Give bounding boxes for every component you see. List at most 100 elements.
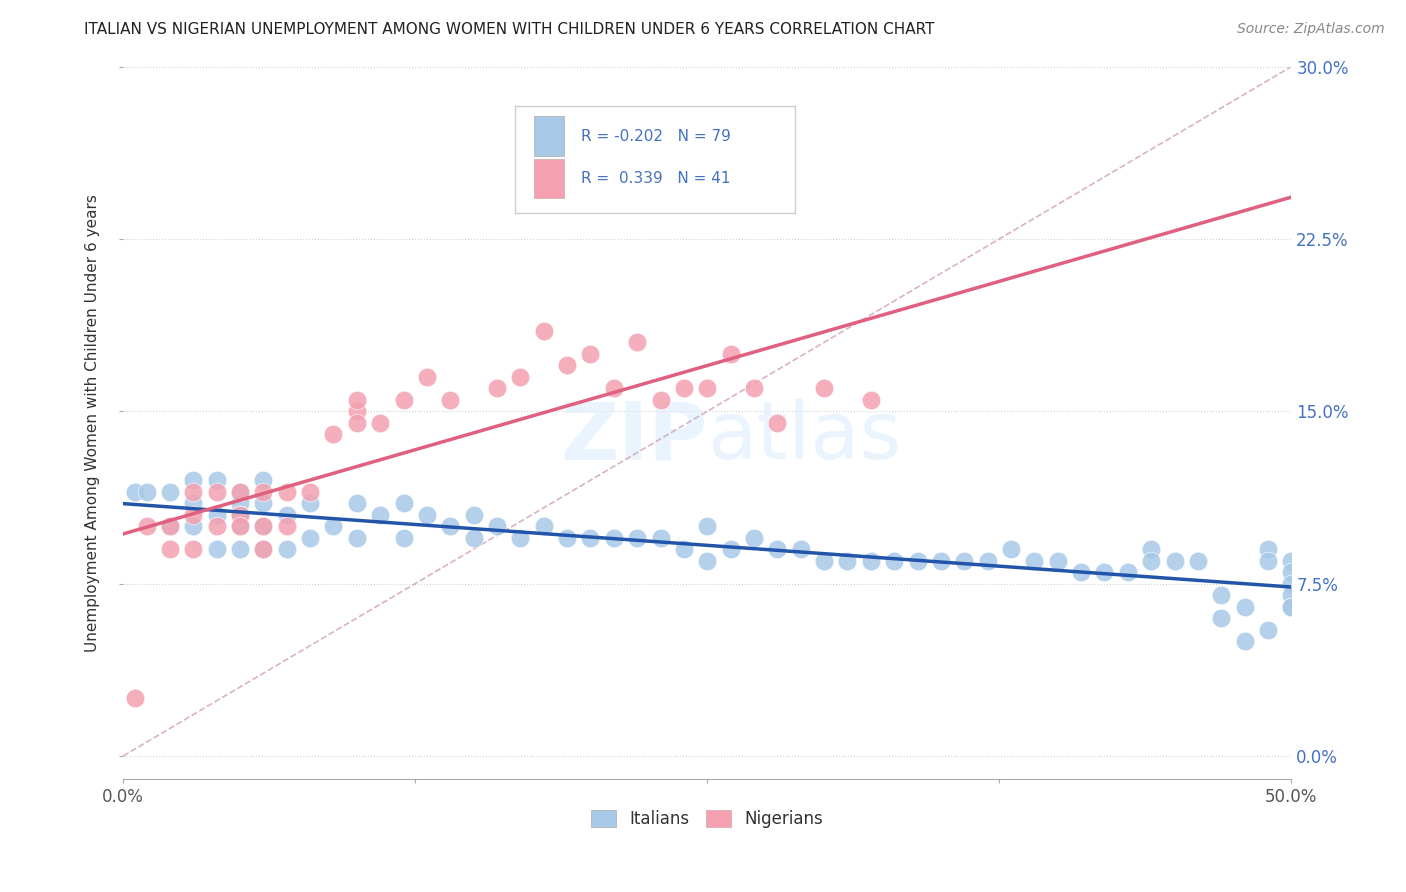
Point bbox=[276, 519, 298, 533]
Point bbox=[509, 369, 531, 384]
Point bbox=[1094, 565, 1116, 579]
Point bbox=[252, 484, 274, 499]
Point bbox=[252, 473, 274, 487]
Point bbox=[485, 519, 508, 533]
Point bbox=[696, 381, 718, 395]
Point bbox=[790, 542, 813, 557]
Point bbox=[766, 542, 789, 557]
Point bbox=[252, 496, 274, 510]
Point bbox=[813, 554, 835, 568]
Point bbox=[509, 531, 531, 545]
Point bbox=[463, 531, 485, 545]
Point bbox=[1279, 565, 1302, 579]
Text: R = -0.202   N = 79: R = -0.202 N = 79 bbox=[581, 128, 731, 144]
Text: Source: ZipAtlas.com: Source: ZipAtlas.com bbox=[1237, 22, 1385, 37]
Point bbox=[205, 473, 228, 487]
Point bbox=[252, 519, 274, 533]
Point bbox=[533, 519, 555, 533]
Point bbox=[252, 519, 274, 533]
Point bbox=[1279, 576, 1302, 591]
Point bbox=[181, 508, 204, 522]
Point bbox=[579, 531, 602, 545]
Point bbox=[1233, 634, 1256, 648]
Point bbox=[346, 496, 368, 510]
Point bbox=[322, 427, 344, 442]
Point bbox=[1140, 542, 1163, 557]
Point bbox=[368, 508, 391, 522]
Point bbox=[124, 691, 146, 706]
Point bbox=[1070, 565, 1092, 579]
Point bbox=[181, 473, 204, 487]
Y-axis label: Unemployment Among Women with Children Under 6 years: Unemployment Among Women with Children U… bbox=[86, 194, 100, 652]
Point bbox=[276, 484, 298, 499]
Point bbox=[205, 542, 228, 557]
Point bbox=[1211, 611, 1233, 625]
Point bbox=[229, 519, 252, 533]
Point bbox=[322, 519, 344, 533]
Point bbox=[276, 508, 298, 522]
Point bbox=[135, 484, 157, 499]
Point bbox=[1211, 588, 1233, 602]
Point bbox=[205, 508, 228, 522]
Point bbox=[696, 519, 718, 533]
Point bbox=[229, 508, 252, 522]
Point bbox=[1257, 542, 1279, 557]
Point bbox=[1116, 565, 1139, 579]
Point bbox=[135, 519, 157, 533]
Point bbox=[276, 542, 298, 557]
Point bbox=[579, 347, 602, 361]
Point bbox=[976, 554, 998, 568]
Point bbox=[229, 484, 252, 499]
Point bbox=[650, 392, 672, 407]
Point bbox=[229, 496, 252, 510]
FancyBboxPatch shape bbox=[534, 159, 564, 198]
Point bbox=[392, 531, 415, 545]
Point bbox=[603, 531, 626, 545]
Point bbox=[1279, 554, 1302, 568]
FancyBboxPatch shape bbox=[534, 117, 564, 155]
Point bbox=[1257, 623, 1279, 637]
Point bbox=[929, 554, 952, 568]
Point bbox=[555, 359, 578, 373]
Point bbox=[229, 519, 252, 533]
Point bbox=[883, 554, 905, 568]
Point bbox=[1187, 554, 1209, 568]
Point bbox=[368, 416, 391, 430]
Point bbox=[1163, 554, 1185, 568]
Point bbox=[392, 496, 415, 510]
Point bbox=[742, 531, 765, 545]
Point bbox=[205, 484, 228, 499]
Point bbox=[346, 416, 368, 430]
Point bbox=[416, 508, 439, 522]
Text: atlas: atlas bbox=[707, 398, 901, 476]
Point bbox=[1257, 554, 1279, 568]
Point bbox=[672, 381, 695, 395]
Point bbox=[252, 542, 274, 557]
Point bbox=[533, 324, 555, 338]
Legend: Italians, Nigerians: Italians, Nigerians bbox=[585, 803, 830, 835]
Point bbox=[603, 381, 626, 395]
Point bbox=[181, 519, 204, 533]
Point bbox=[124, 484, 146, 499]
Point bbox=[159, 542, 181, 557]
Point bbox=[229, 484, 252, 499]
Point bbox=[696, 554, 718, 568]
Point bbox=[672, 542, 695, 557]
Point bbox=[159, 519, 181, 533]
Point bbox=[229, 542, 252, 557]
Point bbox=[1233, 599, 1256, 614]
Point bbox=[1024, 554, 1046, 568]
Point bbox=[159, 519, 181, 533]
Point bbox=[766, 416, 789, 430]
FancyBboxPatch shape bbox=[515, 106, 794, 212]
Point bbox=[859, 392, 882, 407]
Point bbox=[626, 531, 648, 545]
Point bbox=[555, 531, 578, 545]
Point bbox=[392, 392, 415, 407]
Text: ZIP: ZIP bbox=[560, 398, 707, 476]
Point bbox=[252, 542, 274, 557]
Point bbox=[229, 508, 252, 522]
Point bbox=[720, 347, 742, 361]
Point bbox=[181, 542, 204, 557]
Text: ITALIAN VS NIGERIAN UNEMPLOYMENT AMONG WOMEN WITH CHILDREN UNDER 6 YEARS CORRELA: ITALIAN VS NIGERIAN UNEMPLOYMENT AMONG W… bbox=[84, 22, 935, 37]
